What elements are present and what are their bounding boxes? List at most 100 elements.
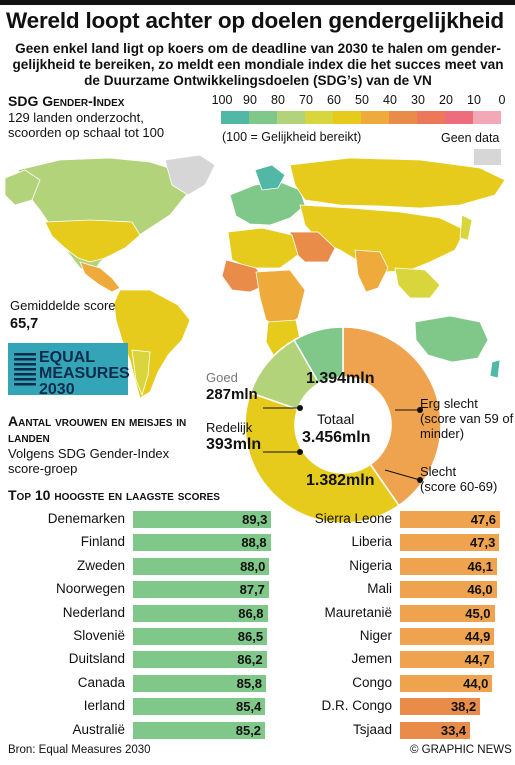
donut-slice-erg-slecht (342, 326, 442, 507)
total-value: 3.456mln (302, 429, 371, 446)
high-row-bar (133, 557, 270, 575)
low-row-score: 47,6 (470, 512, 496, 527)
high-row-name: Noorwegen (55, 581, 125, 597)
low-row-score: 44,0 (463, 675, 489, 691)
total-label: Totaal (317, 411, 355, 427)
low-row-name: Nigeria (349, 557, 392, 573)
high-row-score: 85,2 (235, 722, 262, 738)
scale-label: 90 (243, 93, 257, 107)
label-redelijk: Redelijk (206, 420, 253, 435)
label-slecht: Slecht (score 60-69) (420, 464, 515, 494)
world-map (4, 154, 506, 399)
high-row-score: 87,7 (239, 582, 265, 598)
high-row-score: 86,8 (238, 605, 264, 621)
high-row-bar (133, 698, 266, 716)
low-row-bar (400, 581, 497, 599)
scale-label: 20 (439, 93, 453, 107)
page-title: Wereld loopt achter op doelen gendergeli… (6, 8, 504, 33)
label-erg-slecht-title: Erg slecht (420, 396, 478, 411)
high-row-name: Ierland (83, 698, 125, 714)
high-row-bar (133, 581, 269, 599)
map-alaska (4, 169, 41, 206)
equality-note: (100 = Gelijkheid bereikt) (222, 130, 362, 144)
scale-label: 100 (211, 93, 233, 107)
low-row-score: 44,7 (464, 652, 490, 668)
map-greenland (164, 154, 216, 196)
low-row-score: 44,9 (465, 629, 491, 644)
low-row-bar (400, 698, 481, 716)
low-row-name: Jemen (351, 651, 392, 667)
logo-line-2: MEASURES (39, 365, 130, 382)
high-row-name: Denemarken (47, 511, 125, 526)
low-row-score: 46,1 (467, 558, 493, 574)
label-erg-slecht: Erg slecht (score van 59 of minder) (420, 396, 515, 441)
high-row-bar (133, 534, 271, 552)
map-russia (289, 157, 506, 209)
low-row-name: Congo (352, 674, 392, 690)
map-new-zealand (489, 359, 501, 379)
map-japan (459, 214, 473, 241)
high-row-score: 86,5 (237, 629, 264, 644)
scale-swatch (333, 111, 361, 124)
leader-goed-dot (297, 405, 303, 411)
donut-slice-goed (293, 326, 344, 385)
scale-swatch (445, 111, 473, 124)
high-row-name: Nederland (62, 604, 125, 620)
high-row-bar (133, 604, 268, 622)
scale-label: 50 (355, 93, 369, 107)
map-north-africa (227, 227, 299, 269)
leader-erg-slecht-dot (417, 407, 423, 413)
map-south-america-south (131, 349, 151, 397)
high-row-bar (133, 511, 272, 528)
map-south-america (113, 289, 191, 399)
low-row-bar (400, 721, 471, 739)
scale-swatch (221, 111, 249, 124)
top-rule (0, 0, 515, 5)
low-row-bar (400, 651, 494, 669)
average-label: Gemiddelde score (10, 298, 116, 313)
scale-swatch (417, 111, 445, 124)
low-row-score: 33,4 (440, 722, 467, 738)
map-scandinavia (254, 164, 286, 191)
no-data-swatch (474, 149, 501, 165)
high-row-score: 89,3 (242, 512, 268, 527)
leader-slecht (384, 469, 421, 481)
high-row-name: Zweden (76, 557, 125, 573)
average-value: 65,7 (10, 316, 39, 332)
low-row-score: 46,0 (467, 582, 493, 598)
label-slecht-sub: (score 60-69) (420, 479, 498, 494)
low-row-bar (400, 628, 495, 645)
scale-label: 10 (467, 93, 481, 107)
low-row-name: Tsjaad (352, 721, 392, 737)
counts-title: Aantal vrouwen en meisjes in landen (8, 413, 187, 445)
counts-description: Volgens SDG Gender-Index score-groep (8, 446, 170, 476)
map-west-africa (221, 259, 269, 293)
graphic-news-credit: © GRAPHIC NEWS (410, 744, 512, 756)
low-row-name: Mauretanië (324, 604, 392, 620)
scale-label: 60 (327, 93, 341, 107)
equal-measures-logo (8, 343, 128, 395)
source-credit: Bron: Equal Measures 2030 (8, 744, 151, 756)
scale-label: 40 (383, 93, 397, 107)
logo-line-1: EQUAL (39, 349, 95, 366)
scale-swatch (361, 111, 389, 124)
high-row-score: 88,8 (241, 535, 267, 551)
logo-text: EQUAL MEASURES 2030 (39, 350, 130, 398)
low-row-bar (400, 534, 500, 552)
value-goed: 287mln (206, 386, 258, 403)
label-goed: Goed (206, 370, 238, 385)
logo-bars-icon (14, 353, 36, 386)
high-row-name: Duitsland (68, 651, 125, 667)
value-redelijk: 393mln (206, 436, 262, 453)
low-row-name: Liberia (351, 534, 392, 550)
low-row-bar (400, 604, 495, 622)
high-row-score: 86,2 (237, 652, 263, 668)
high-row-score: 88,0 (240, 558, 266, 574)
scale-label: 30 (411, 93, 425, 107)
high-row-bar (133, 721, 266, 739)
low-row-score: 38,2 (450, 699, 477, 715)
scale-label: 0 (498, 93, 506, 107)
low-row-bar (400, 674, 493, 692)
low-row-name: Sierra Leone (314, 511, 392, 526)
